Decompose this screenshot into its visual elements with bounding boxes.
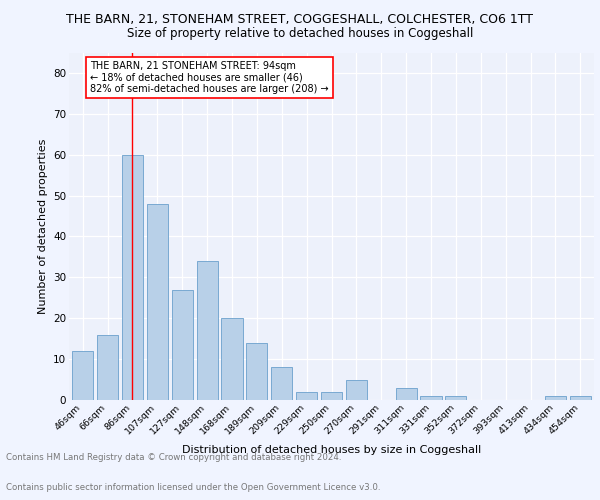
Bar [271, 368, 292, 400]
Bar [421, 396, 442, 400]
Bar [296, 392, 317, 400]
Bar [172, 290, 193, 400]
Y-axis label: Number of detached properties: Number of detached properties [38, 138, 47, 314]
Text: THE BARN, 21, STONEHAM STREET, COGGESHALL, COLCHESTER, CO6 1TT: THE BARN, 21, STONEHAM STREET, COGGESHAL… [67, 12, 533, 26]
Bar [97, 334, 118, 400]
Text: Size of property relative to detached houses in Coggeshall: Size of property relative to detached ho… [127, 28, 473, 40]
Bar [445, 396, 466, 400]
Text: Contains HM Land Registry data © Crown copyright and database right 2024.: Contains HM Land Registry data © Crown c… [6, 454, 341, 462]
Bar [570, 396, 591, 400]
Bar [197, 261, 218, 400]
Bar [147, 204, 168, 400]
Bar [321, 392, 342, 400]
X-axis label: Distribution of detached houses by size in Coggeshall: Distribution of detached houses by size … [182, 444, 481, 454]
Text: Contains public sector information licensed under the Open Government Licence v3: Contains public sector information licen… [6, 484, 380, 492]
Bar [395, 388, 417, 400]
Bar [122, 154, 143, 400]
Bar [246, 343, 268, 400]
Bar [72, 351, 93, 400]
Bar [545, 396, 566, 400]
Bar [221, 318, 242, 400]
Text: THE BARN, 21 STONEHAM STREET: 94sqm
← 18% of detached houses are smaller (46)
82: THE BARN, 21 STONEHAM STREET: 94sqm ← 18… [90, 60, 329, 94]
Bar [346, 380, 367, 400]
